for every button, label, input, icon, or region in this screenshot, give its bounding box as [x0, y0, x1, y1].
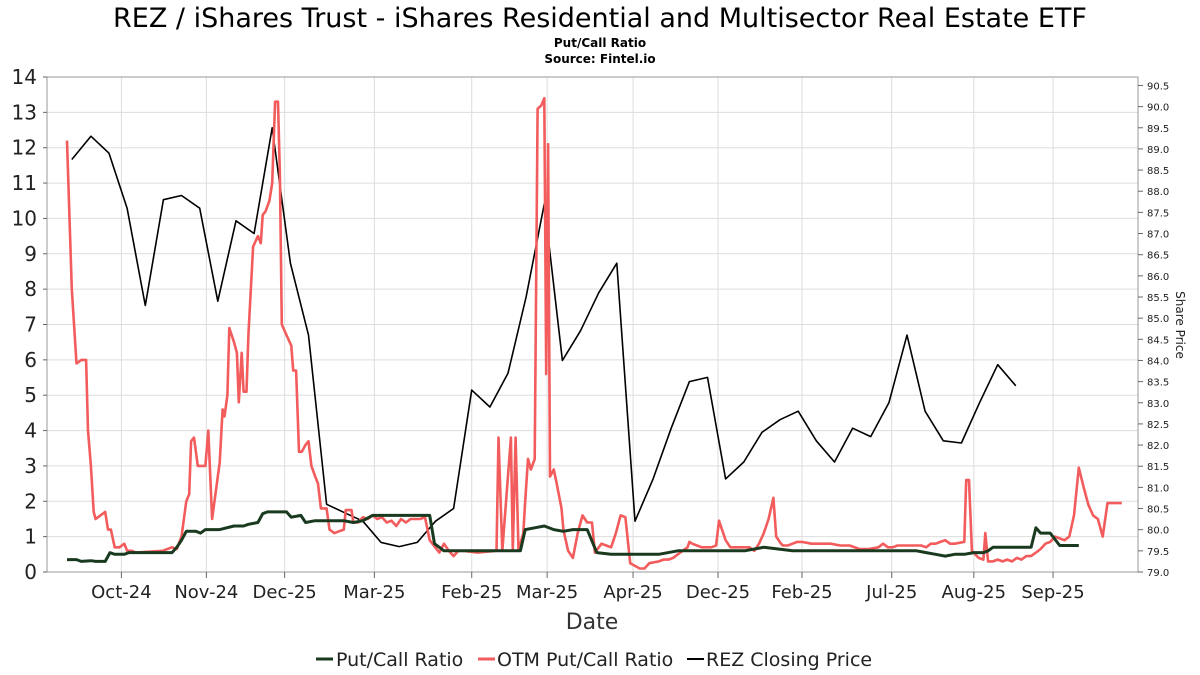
x-tick-label: Dec-25 [686, 582, 750, 603]
y-left-tick-label: 1 [24, 525, 37, 549]
y-left-tick-label: 7 [24, 313, 37, 337]
legend-label-otm-put-call-ratio: OTM Put/Call Ratio [497, 649, 673, 671]
y-right-tick-label: 79.5 [1147, 547, 1169, 558]
y-axis-right: 79.0 79.5 80.0 80.5 81.0 81.5 82.0 82.5 83.0 83.5… [1138, 81, 1169, 579]
x-axis: Oct-24 Nov-24 Dec-25 Mar-25 Feb-25 Mar-25 Apr-… [91, 572, 1085, 603]
y-right-tick-label: 86.0 [1147, 272, 1169, 283]
y-left-tick-label: 9 [24, 242, 37, 266]
y-left-tick-label: 14 [12, 65, 37, 89]
y-left-tick-label: 2 [24, 489, 37, 513]
y-right-tick-label: 84.5 [1147, 335, 1169, 346]
y-right-tick-label: 83.0 [1147, 399, 1169, 410]
x-tick-label: Mar-25 [516, 582, 578, 603]
y-left-tick-label: 4 [24, 419, 37, 443]
x-tick-label: Nov-24 [174, 582, 238, 603]
y-right-tick-label: 90.5 [1147, 81, 1169, 92]
y-left-tick-label: 6 [24, 348, 37, 372]
x-tick-label: Aug-25 [942, 582, 1007, 603]
x-tick-label: Mar-25 [343, 582, 405, 603]
y-right-tick-label: 87.0 [1147, 230, 1169, 241]
y-left-tick-label: 12 [12, 136, 37, 160]
y-right-tick-label: 85.0 [1147, 314, 1169, 325]
y-right-tick-label: 81.0 [1147, 483, 1169, 494]
y-right-tick-label: 86.5 [1147, 251, 1169, 262]
x-tick-label: Apr-25 [603, 582, 662, 603]
y-right-tick-label: 84.0 [1147, 356, 1169, 367]
y-right-tick-label: 79.0 [1147, 568, 1169, 579]
chart-subtitle-line-2: Source: Fintel.io [544, 52, 655, 66]
y-right-tick-label: 88.5 [1147, 166, 1169, 177]
y-right-tick-label: 82.5 [1147, 420, 1169, 431]
y-left-tick-label: 11 [12, 171, 37, 195]
y-right-tick-label: 82.0 [1147, 441, 1169, 452]
legend-label-rez-closing-price: REZ Closing Price [706, 649, 872, 671]
x-tick-label: Dec-25 [253, 582, 317, 603]
legend: Put/Call Ratio OTM Put/Call Ratio REZ Cl… [316, 649, 872, 671]
y-right-tick-label: 87.5 [1147, 208, 1169, 219]
y-right-tick-label: 85.5 [1147, 293, 1169, 304]
y-left-tick-label: 5 [24, 383, 37, 407]
legend-label-put-call-ratio: Put/Call Ratio [336, 649, 463, 671]
y-left-tick-label: 0 [24, 560, 37, 584]
y-right-tick-label: 83.5 [1147, 378, 1169, 389]
series-line-put-call-ratio [67, 510, 1079, 563]
y-right-tick-label: 89.5 [1147, 124, 1169, 135]
x-axis-title: Date [566, 610, 619, 635]
grid [47, 76, 1138, 573]
y-left-tick-label: 13 [12, 100, 37, 124]
x-tick-label: Feb-25 [441, 582, 502, 603]
y-left-tick-label: 10 [12, 206, 37, 230]
y-right-tick-label: 80.0 [1147, 526, 1169, 537]
y-right-tick-label: 80.5 [1147, 505, 1169, 516]
y-right-tick-label: 90.0 [1147, 103, 1169, 114]
x-tick-label: Sep-25 [1021, 582, 1084, 603]
series-line-otm-put-call-ratio [65, 96, 1122, 570]
x-tick-label: Feb-25 [771, 582, 832, 603]
chart-title: REZ / iShares Trust - iShares Residentia… [113, 3, 1087, 34]
y-right-tick-label: 88.0 [1147, 187, 1169, 198]
y-axis-right-title: Share Price [1173, 291, 1187, 359]
series-layer [65, 96, 1122, 570]
y-left-tick-label: 3 [24, 454, 37, 478]
y-left-tick-label: 8 [24, 277, 37, 301]
chart-subtitle-line-1: Put/Call Ratio [554, 36, 646, 50]
y-right-tick-label: 89.0 [1147, 145, 1169, 156]
y-right-tick-label: 81.5 [1147, 462, 1169, 473]
x-tick-label: Jul-25 [865, 582, 917, 603]
x-tick-label: Oct-24 [91, 582, 152, 603]
